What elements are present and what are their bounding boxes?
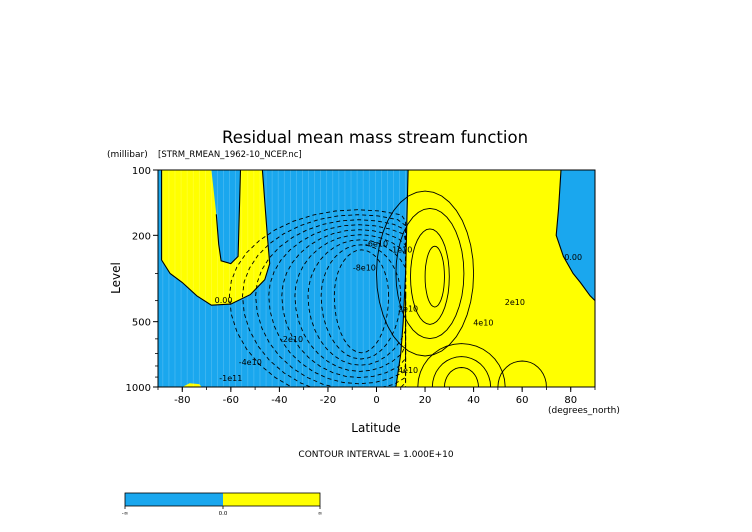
y-units-label: (millibar) [107,150,148,160]
colorbar-min-label: -∞ [122,511,129,517]
contour-labels: 0.00 0.00 -2e10 -4e10 -1e11 -6e10 -8e10 -1e10 2e… [215,239,582,383]
x-tick-label: 0 [373,395,379,406]
contour-label: -4e10 [239,358,262,367]
y-axis-title: Level [109,262,123,294]
x-tick-label: 20 [419,395,432,406]
contour-label: 0.00 [564,253,582,262]
contour-label: -1e11 [219,374,242,383]
contour-label: 2e10 [398,305,418,314]
x-tick-label: 40 [467,395,480,406]
y-tick-label: 500 [132,318,151,329]
x-tick-label: 60 [516,395,529,406]
colorbar-negative-swatch [125,493,223,506]
contour-label: 0.00 [215,296,233,305]
zero-contour-right [395,170,595,387]
colorbar-mid-label: 0.0 [219,511,228,517]
x-tick-label: -40 [271,395,287,406]
contour-label: 2e10 [505,298,525,307]
positive-region-small [182,383,202,387]
contour-label: -1e10 [389,246,412,255]
colorbar-positive-swatch [223,493,320,506]
zero-contour-left [161,170,271,306]
y-tick-label: 100 [132,166,151,177]
contour-label: -2e10 [280,335,303,344]
positive-contours [376,190,547,387]
x-tick-label: 80 [564,395,577,406]
chart-title: Residual mean mass stream function [222,128,528,147]
x-axis-title: Latitude [351,421,400,435]
y-tick-label: 200 [132,231,151,242]
x-tick-label: -20 [320,395,336,406]
x-tick-label: -60 [223,395,239,406]
contour-label: 4e10 [473,318,493,327]
y-axis: 100 200 500 1000 [126,166,158,394]
contour-interval-text: CONTOUR INTERVAL = 1.000E+10 [298,450,453,460]
plot-area [158,170,595,387]
source-file-label: [STRM_RMEAN_1962-10_NCEP.nc] [158,150,302,160]
gridlines [162,170,406,387]
positive-region-right [395,170,595,387]
contour-label: 4e10 [398,366,418,375]
colorbar-max-label: ∞ [318,511,323,517]
x-axis: -80 -60 -40 -20 0 20 40 60 80 [157,387,596,406]
contour-label: -8e10 [353,263,376,272]
contour-label: -6e10 [365,239,388,248]
x-tick-label: -80 [174,395,190,406]
colorbar: -∞ 0.0 ∞ [122,492,323,517]
x-units-label: (degrees_north) [548,406,620,416]
positive-region-left [158,170,270,306]
y-tick-label: 1000 [126,383,151,394]
